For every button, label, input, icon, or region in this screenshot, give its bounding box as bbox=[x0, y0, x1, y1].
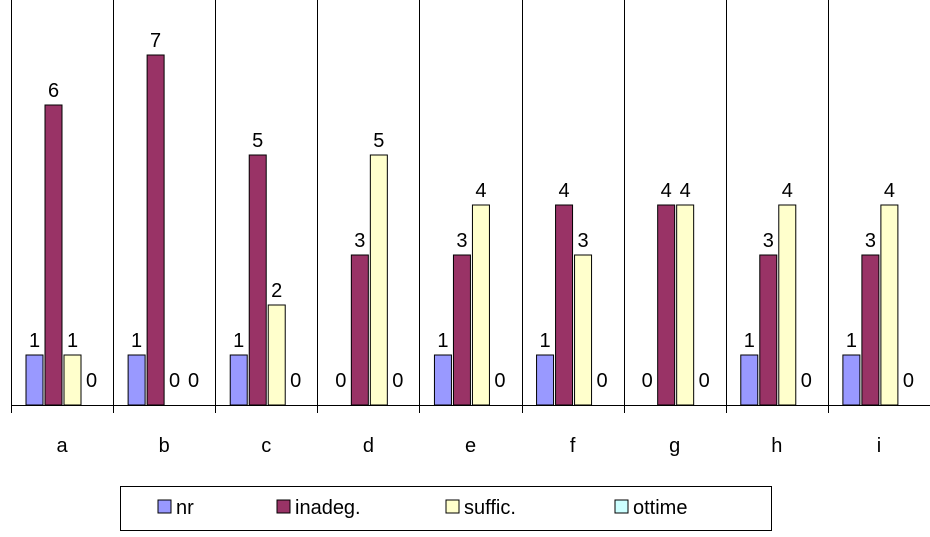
data-label: 4 bbox=[475, 180, 486, 202]
bar-inadeg-a bbox=[45, 105, 62, 405]
data-label: 1 bbox=[131, 330, 142, 352]
data-label: 1 bbox=[67, 330, 78, 352]
x-tick-label: e bbox=[465, 435, 476, 457]
bar-nr-e bbox=[434, 355, 451, 405]
legend-label: inadeg. bbox=[295, 497, 361, 519]
data-label: 0 bbox=[169, 370, 180, 392]
data-label: 3 bbox=[456, 230, 467, 252]
bar-inadeg-d bbox=[351, 255, 368, 405]
bar-nr-c bbox=[230, 355, 247, 405]
data-label: 0 bbox=[642, 370, 653, 392]
data-label: 1 bbox=[539, 330, 550, 352]
data-label: 5 bbox=[252, 130, 263, 152]
bar-inadeg-g bbox=[658, 205, 675, 405]
data-label: 4 bbox=[661, 180, 672, 202]
bar-inadeg-f bbox=[556, 205, 573, 405]
bar-suffic-g bbox=[677, 205, 694, 405]
data-label: 0 bbox=[699, 370, 710, 392]
bar-suffic-i bbox=[881, 205, 898, 405]
data-label: 0 bbox=[494, 370, 505, 392]
x-tick-label: b bbox=[159, 435, 170, 457]
bar-inadeg-e bbox=[453, 255, 470, 405]
data-label: 0 bbox=[801, 370, 812, 392]
x-tick-label: d bbox=[363, 435, 374, 457]
bar-inadeg-i bbox=[862, 255, 879, 405]
bar-inadeg-b bbox=[147, 55, 164, 405]
data-label: 4 bbox=[680, 180, 691, 202]
data-label: 3 bbox=[577, 230, 588, 252]
legend-swatch bbox=[158, 500, 171, 513]
bar-nr-i bbox=[843, 355, 860, 405]
x-tick-label: g bbox=[669, 435, 680, 457]
legend: nr inadeg. suffic. ottime bbox=[121, 487, 772, 531]
data-label: 2 bbox=[271, 280, 282, 302]
data-label: 4 bbox=[782, 180, 793, 202]
x-tick-label: c bbox=[261, 435, 271, 457]
data-label: 1 bbox=[29, 330, 40, 352]
x-tick-label: a bbox=[56, 435, 68, 457]
data-label: 6 bbox=[48, 80, 59, 102]
bar-suffic-e bbox=[472, 205, 489, 405]
x-tick-label: h bbox=[771, 435, 782, 457]
data-label: 1 bbox=[437, 330, 448, 352]
bar-nr-a bbox=[26, 355, 43, 405]
data-label: 0 bbox=[392, 370, 403, 392]
legend-label: suffic. bbox=[464, 497, 516, 519]
data-label: 3 bbox=[354, 230, 365, 252]
bar-suffic-h bbox=[779, 205, 796, 405]
x-tick-labels: a b c d e f g h i bbox=[56, 435, 881, 457]
data-label: 4 bbox=[558, 180, 569, 202]
bar-suffic-f bbox=[575, 255, 592, 405]
data-label: 3 bbox=[763, 230, 774, 252]
data-label: 4 bbox=[884, 180, 895, 202]
data-label: 7 bbox=[150, 30, 161, 52]
bar-nr-f bbox=[537, 355, 554, 405]
data-label: 0 bbox=[596, 370, 607, 392]
bar-suffic-c bbox=[268, 305, 285, 405]
bar-suffic-d bbox=[370, 155, 387, 405]
x-axis bbox=[11, 405, 930, 413]
data-label: 1 bbox=[846, 330, 857, 352]
data-label: 0 bbox=[86, 370, 97, 392]
data-label: 5 bbox=[373, 130, 384, 152]
data-label: 0 bbox=[903, 370, 914, 392]
data-label: 0 bbox=[335, 370, 346, 392]
data-label: 1 bbox=[744, 330, 755, 352]
bar-nr-h bbox=[741, 355, 758, 405]
data-label: 0 bbox=[290, 370, 301, 392]
bar-inadeg-c bbox=[249, 155, 266, 405]
x-tick-label: f bbox=[570, 435, 576, 457]
bar-nr-b bbox=[128, 355, 145, 405]
bar-inadeg-h bbox=[760, 255, 777, 405]
data-label: 1 bbox=[233, 330, 244, 352]
legend-label: ottime bbox=[633, 497, 687, 519]
legend-swatch bbox=[446, 500, 459, 513]
legend-swatch bbox=[615, 500, 628, 513]
legend-label: nr bbox=[176, 497, 194, 519]
legend-swatch bbox=[277, 500, 290, 513]
data-label: 0 bbox=[188, 370, 199, 392]
x-tick-label: i bbox=[877, 435, 881, 457]
bar-suffic-a bbox=[64, 355, 81, 405]
data-label: 3 bbox=[865, 230, 876, 252]
